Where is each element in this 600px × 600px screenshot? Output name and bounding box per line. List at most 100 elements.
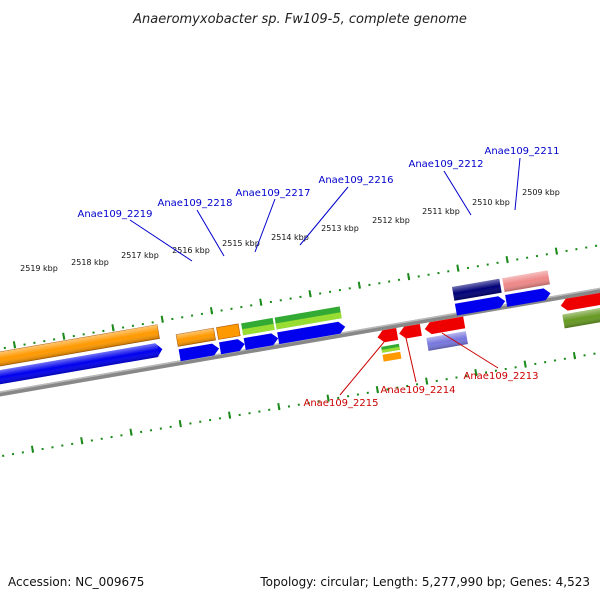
scale-dot — [90, 439, 94, 442]
cds-anae109-2212[interactable] — [454, 295, 506, 316]
gene-connector — [514, 157, 521, 211]
genome-track — [0, 244, 600, 457]
scale-dot — [258, 410, 261, 413]
scale-dot — [553, 359, 557, 362]
top-strand-genes — [0, 270, 551, 387]
scale-tick — [308, 290, 312, 298]
gene-label-top[interactable]: Anae109_2211 — [485, 146, 560, 157]
tick-label: 2518 kbp — [71, 258, 109, 267]
scale-tick — [259, 298, 263, 306]
gene-label-bottom[interactable]: Anae109_2215 — [304, 398, 379, 409]
gene-shade — [451, 278, 502, 301]
scale-dot — [120, 434, 123, 437]
gene-label-top[interactable]: Anae109_2219 — [78, 209, 153, 220]
scale-dot — [250, 304, 253, 307]
scale-dot — [486, 263, 489, 266]
scale-dot — [240, 305, 243, 309]
scale-dot — [525, 256, 529, 259]
scale-dot — [466, 266, 470, 270]
gene-label-top[interactable]: Anae109_2212 — [409, 159, 484, 170]
tick-label: 2509 kbp — [522, 188, 560, 197]
scale-dot — [21, 451, 25, 454]
scale-dot — [189, 422, 192, 425]
cds-shade — [0, 342, 160, 387]
gene-shade — [0, 324, 160, 369]
scale-tick — [357, 281, 361, 289]
scale-dot — [378, 282, 381, 285]
scale-dot — [71, 442, 74, 446]
scale-dot — [287, 405, 291, 408]
cds-anae109-2216a[interactable] — [243, 332, 280, 350]
scale-dot — [139, 430, 143, 434]
scale-dot — [61, 444, 64, 447]
scale-dot — [415, 383, 419, 386]
cds-anae109-2216[interactable] — [277, 321, 346, 345]
scale-tick — [554, 247, 559, 255]
scale-dot — [348, 287, 351, 290]
scale-dot — [199, 420, 202, 423]
cds-anae109-2215[interactable] — [382, 351, 402, 362]
scale-dot — [484, 371, 488, 374]
scale-tick — [425, 377, 429, 385]
scale-dot — [151, 321, 154, 324]
scale-tick — [111, 324, 115, 332]
scale-dot — [23, 343, 26, 346]
scale-dot — [346, 395, 350, 398]
scale-dot — [427, 273, 430, 276]
scale-dot — [102, 329, 105, 333]
gene-label-bottom[interactable]: Anae109_2214 — [381, 385, 456, 396]
scale-dot — [516, 258, 519, 261]
cds-anae109-2214[interactable] — [398, 323, 422, 340]
scale-dot — [585, 246, 588, 249]
scale-dot — [593, 352, 596, 355]
scale-dot — [171, 317, 174, 321]
scale-dot — [435, 379, 438, 383]
scale-dot — [297, 403, 300, 406]
scale-dot — [514, 366, 517, 369]
scale-dot — [504, 367, 507, 371]
cds-anae109-2217[interactable] — [219, 338, 246, 355]
scale-dot — [317, 400, 320, 403]
cds-anae109-2211[interactable] — [505, 287, 551, 307]
scale-dot — [368, 283, 371, 287]
scale-dot — [437, 271, 440, 275]
scale-dot — [307, 401, 310, 405]
scale-tick — [178, 420, 182, 428]
gene-connector — [196, 209, 225, 257]
scale-dot — [82, 333, 85, 336]
scale-dot — [110, 435, 113, 439]
gene-label-top[interactable]: Anae109_2218 — [158, 198, 233, 209]
scale-dot — [396, 386, 399, 389]
scale-tick — [160, 315, 164, 323]
scale-dot — [544, 361, 547, 364]
scale-tick — [129, 428, 133, 436]
scale-dot — [52, 338, 56, 341]
gene-label-bottom[interactable]: Anae109_2213 — [464, 371, 539, 382]
cds-right-red[interactable] — [560, 285, 600, 311]
gene-anae109-2217[interactable] — [216, 323, 241, 340]
scale-dot — [465, 374, 468, 377]
scale-dot — [230, 307, 233, 310]
top-scale — [3, 244, 598, 350]
scale-dot — [43, 339, 46, 343]
cds-anae109-2218[interactable] — [178, 343, 220, 362]
scale-tick — [62, 332, 66, 340]
tick-label: 2513 kbp — [321, 224, 359, 233]
gene-label-top[interactable]: Anae109_2217 — [236, 188, 311, 199]
scale-dot — [328, 290, 332, 293]
gene-connector — [299, 186, 349, 246]
gene-label-top[interactable]: Anae109_2216 — [319, 175, 394, 186]
scale-dot — [534, 362, 537, 366]
cds-anae109-2215-red[interactable] — [376, 328, 399, 343]
scale-dot — [121, 326, 125, 329]
scale-dot — [33, 341, 36, 344]
tick-label: 2517 kbp — [121, 251, 159, 260]
bottom-scale — [2, 351, 596, 457]
gene-connector — [339, 341, 385, 396]
scale-dot — [238, 413, 241, 417]
accession-text: Accession: NC_009675 — [8, 575, 144, 589]
cds-anae109-2213[interactable] — [424, 316, 466, 335]
scale-dot — [169, 425, 172, 429]
